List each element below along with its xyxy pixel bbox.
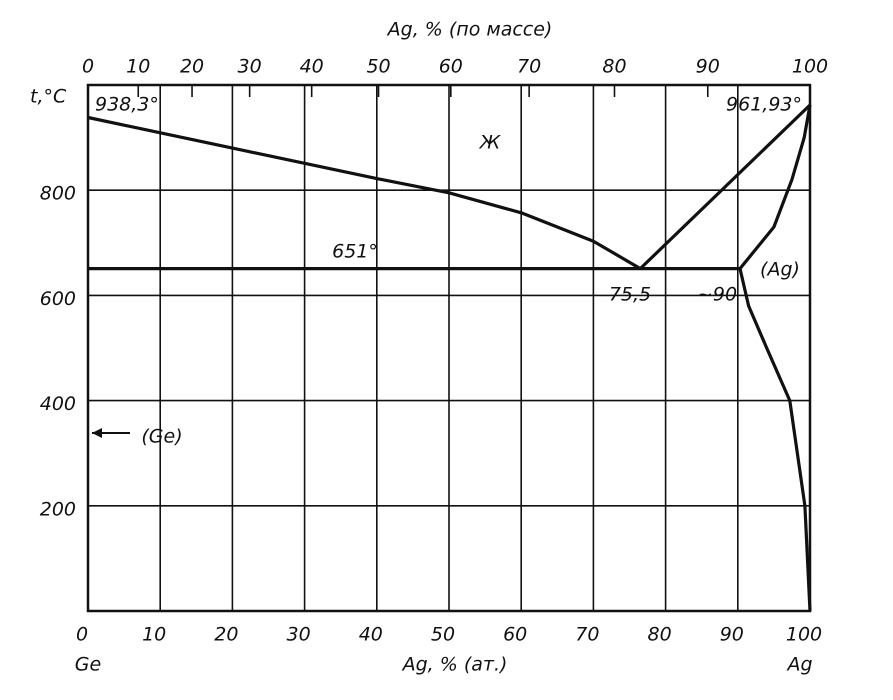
phase-line xyxy=(738,104,812,270)
annotation: 938,3° xyxy=(95,94,159,116)
annotation: 75,5 xyxy=(609,284,651,306)
x-axis-label: Ag, % (ат.) xyxy=(401,654,508,676)
x-tick-label: 50 xyxy=(431,624,455,646)
end-label: Ag xyxy=(785,654,812,676)
y-tick-label: 400 xyxy=(40,393,76,415)
annotation: 651° xyxy=(332,241,378,263)
x-tick-label: 80 xyxy=(648,624,672,646)
y-tick-label: 600 xyxy=(40,288,76,310)
x-tick-label: 60 xyxy=(503,624,527,646)
x2-tick-label: 90 xyxy=(696,56,720,78)
annotation: 961,93° xyxy=(726,94,802,116)
x-tick-label: 90 xyxy=(720,624,744,646)
x2-tick-label: 10 xyxy=(126,56,150,78)
x2-tick-label: 70 xyxy=(517,56,541,78)
x-tick-label: 70 xyxy=(575,624,599,646)
x2-tick-label: 60 xyxy=(439,56,463,78)
phase-line xyxy=(639,103,812,270)
x2-tick-label: 40 xyxy=(300,56,324,78)
phase-line xyxy=(87,115,642,270)
annotation: (Ag) xyxy=(760,259,800,281)
y-tick-label: 200 xyxy=(40,498,76,520)
x2-tick-label: 20 xyxy=(180,56,204,78)
x2-tick-label: 0 xyxy=(82,56,94,78)
x2-tick-label: 80 xyxy=(602,56,626,78)
x-tick-label: 0 xyxy=(76,624,88,646)
y-tick-label: 800 xyxy=(40,183,76,205)
x2-tick-label: 50 xyxy=(366,56,390,78)
annotation: (Ge) xyxy=(141,426,182,448)
arrow-head xyxy=(92,428,102,438)
annotation: ~90 xyxy=(697,284,737,306)
phase-line xyxy=(738,268,812,612)
x-tick-label: 10 xyxy=(142,624,166,646)
x2-axis-label: Ag, % (по массе) xyxy=(386,19,553,41)
x2-tick-label: 100 xyxy=(792,56,828,78)
x-tick-label: 30 xyxy=(287,624,311,646)
x-tick-label: 100 xyxy=(786,624,822,646)
x2-tick-label: 30 xyxy=(238,56,262,78)
x-tick-label: 20 xyxy=(214,624,238,646)
x-tick-label: 40 xyxy=(359,624,383,646)
y-axis-label: t,°C xyxy=(30,86,67,108)
annotation: Ж xyxy=(479,132,502,154)
end-label: Ge xyxy=(75,654,101,676)
